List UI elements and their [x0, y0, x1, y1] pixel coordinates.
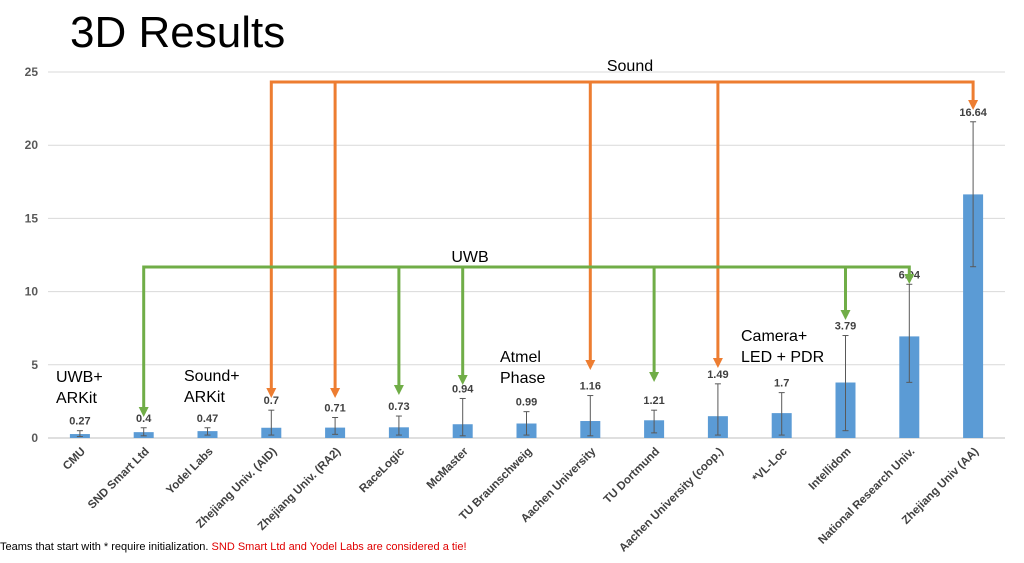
data-label-4: 0.71	[324, 403, 345, 415]
footnote-tie-note: SND Smart Ltd and Yodel Labs are conside…	[211, 541, 467, 553]
sound-arrow-head-3	[266, 388, 277, 398]
note-1-line-1: ARKit	[184, 389, 225, 406]
note-0-line-0: UWB+	[56, 369, 103, 386]
note-0-line-1: ARKit	[56, 390, 97, 407]
data-label-11: 1.7	[774, 378, 789, 390]
x-label-0: CMU	[61, 446, 88, 473]
annotation-notes: UWB+ ARKit Sound+ ARKit Atmel Phase Camera+ LED…	[56, 328, 824, 407]
data-label-12: 3.79	[835, 321, 856, 333]
annotation-arrows: Sound UWB	[138, 58, 979, 417]
footnote-text: Teams that start with * require initiali…	[0, 541, 209, 553]
data-label-3: 0.7	[264, 395, 279, 407]
uwb-arrow-head-13	[904, 274, 915, 284]
uwb-arrow-head-1	[138, 407, 149, 417]
y-tick-5: 5	[31, 358, 38, 372]
note-1-line-0: Sound+	[184, 368, 240, 385]
data-label-2: 0.47	[197, 413, 218, 425]
x-label-11: *VL-Loc	[751, 445, 791, 485]
data-label-9: 1.21	[643, 395, 664, 407]
y-tick-10: 10	[25, 285, 39, 299]
slide-title: 3D Results	[70, 8, 286, 57]
y-tick-15: 15	[25, 211, 39, 225]
y-tick-0: 0	[31, 431, 38, 445]
x-label-5: RaceLogic	[357, 445, 407, 495]
uwb-label: UWB	[451, 249, 488, 266]
data-label-0: 0.27	[69, 416, 90, 428]
uwb-arrow-head-5	[393, 385, 404, 395]
data-label-6: 0.94	[452, 383, 474, 395]
x-label-9: TU Dortmund	[602, 446, 662, 506]
sound-arrow-head-10	[712, 358, 723, 368]
sound-arrow-head-8	[585, 360, 596, 370]
bar-13	[899, 336, 920, 438]
x-label-1: SND Smart Ltd	[86, 446, 152, 512]
bars: 0.27 0.4 0.47 0.7 0.71 0.73 0.94 0.99 1.16 1.21 1.…	[69, 107, 988, 438]
x-label-2: Yodel Labs	[164, 446, 215, 497]
sound-arrow-head-4	[330, 388, 341, 398]
note-3-line-1: LED + PDR	[741, 349, 824, 366]
gridlines: 0 5 10 15 20 25	[25, 65, 1005, 445]
data-label-10: 1.49	[707, 369, 728, 381]
x-label-10: Aachen University (coop.)	[617, 446, 726, 555]
bar-14	[963, 194, 984, 438]
data-label-8: 1.16	[580, 381, 601, 393]
sound-label: Sound	[607, 58, 653, 75]
note-3-line-0: Camera+	[741, 328, 807, 345]
y-tick-25: 25	[25, 65, 39, 79]
data-label-5: 0.73	[388, 401, 409, 413]
uwb-arrow-head-12	[840, 310, 851, 320]
uwb-arrow-head-9	[649, 372, 660, 382]
footnote: Teams that start with * require initiali…	[0, 541, 467, 553]
uwb-arrow-head-6	[457, 375, 468, 385]
note-2-line-0: Atmel	[500, 349, 541, 366]
data-label-1: 0.4	[136, 413, 152, 425]
x-label-12: Intellidom	[807, 446, 854, 493]
data-label-14: 16.64	[959, 107, 987, 119]
x-label-6: McMaster	[425, 445, 471, 491]
sound-arrow-head-14	[968, 100, 979, 110]
note-2-line-1: Phase	[500, 370, 545, 387]
y-tick-20: 20	[25, 138, 39, 152]
data-label-7: 0.99	[516, 397, 537, 409]
